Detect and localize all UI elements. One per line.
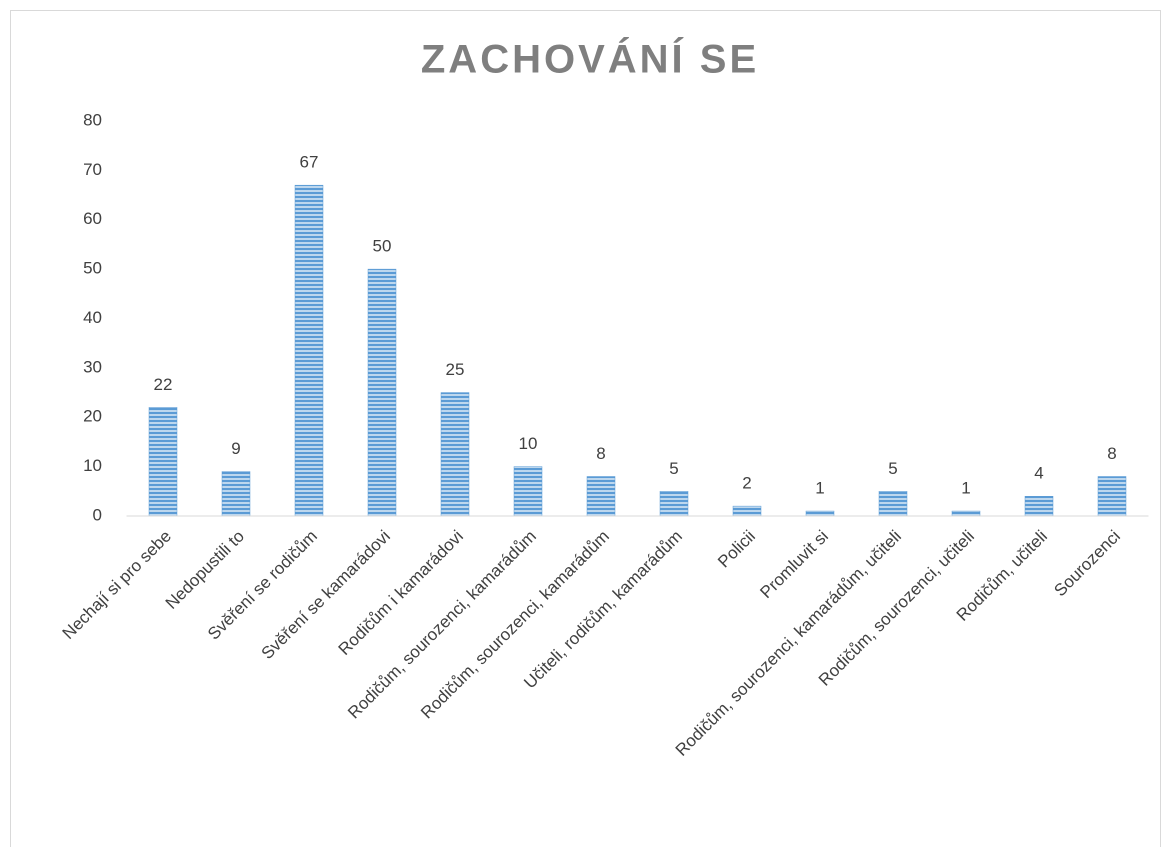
data-label: 50 [373,237,392,256]
x-tick-label: Promluvit si [756,527,832,603]
x-tick-label: Nechají si pro sebe [59,527,175,643]
bar [513,466,543,517]
y-tick-label: 80 [83,110,102,129]
y-tick-label: 20 [83,407,102,426]
y-tick-label: 10 [83,456,102,475]
bar [878,491,908,517]
bar [1024,496,1054,517]
bar [221,471,251,517]
y-tick-label: 70 [83,160,102,179]
bar [659,491,689,517]
bar [294,184,324,517]
bar [951,510,981,517]
data-label: 1 [961,479,970,498]
bar [1097,476,1127,517]
y-tick-label: 50 [83,259,102,278]
x-tick-label: Rodičům i kamarádovi [335,527,467,659]
data-label: 22 [154,375,173,394]
x-tick-label: Rodičům, sourozenci, učiteli [815,527,978,690]
y-tick-label: 0 [93,505,102,524]
data-label: 5 [669,459,678,478]
chart-frame [10,10,1161,847]
x-tick-label: Policii [714,527,759,572]
data-label: 67 [300,153,319,172]
data-label: 2 [742,474,751,493]
bar [148,407,178,517]
bar [732,505,762,517]
data-label: 4 [1034,464,1043,483]
y-tick-label: 30 [83,357,102,376]
y-tick-label: 40 [83,308,102,327]
data-label: 10 [519,434,538,453]
data-label: 9 [231,439,240,458]
x-tick-label: Svěření se kamarádovi [258,527,394,663]
data-label: 1 [815,479,824,498]
data-label: 8 [596,444,605,463]
chart-title: ZACHOVÁNÍ SE [421,37,759,82]
bar [586,476,616,517]
data-label: 8 [1107,444,1116,463]
data-label: 25 [446,360,465,379]
x-tick-label: Sourozenci [1050,527,1124,601]
data-label: 5 [888,459,897,478]
bar [805,510,835,517]
x-tick-label: Učiteli, rodičům, kamarádům [520,527,686,693]
bar [367,268,397,517]
bar [440,392,470,517]
y-tick-label: 60 [83,209,102,228]
